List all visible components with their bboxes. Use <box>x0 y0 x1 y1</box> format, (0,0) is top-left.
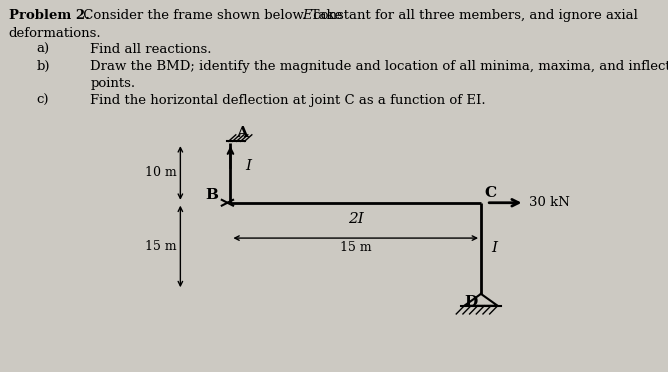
Text: I: I <box>491 241 497 255</box>
Text: A: A <box>236 126 248 140</box>
Text: 15 m: 15 m <box>146 240 177 253</box>
Text: Consider the frame shown below. Take: Consider the frame shown below. Take <box>79 9 347 22</box>
Text: Problem 2.: Problem 2. <box>9 9 90 22</box>
Text: Find all reactions.: Find all reactions. <box>90 43 212 56</box>
Text: C: C <box>484 186 496 200</box>
Text: constant for all three members, and ignore axial: constant for all three members, and igno… <box>309 9 638 22</box>
Text: Draw the BMD; identify the magnitude and location of all minima, maxima, and inf: Draw the BMD; identify the magnitude and… <box>90 60 668 73</box>
Text: 15 m: 15 m <box>340 241 371 254</box>
Text: 30 kN: 30 kN <box>529 196 570 209</box>
Text: I: I <box>245 158 251 173</box>
Text: b): b) <box>37 60 50 73</box>
Text: B: B <box>205 187 218 202</box>
Text: deformations.: deformations. <box>9 27 102 40</box>
Text: E: E <box>302 9 311 22</box>
Text: 10 m: 10 m <box>145 167 177 179</box>
Text: points.: points. <box>90 77 136 90</box>
Text: c): c) <box>37 94 49 107</box>
Text: D: D <box>464 295 478 309</box>
Text: Find the horizontal deflection at joint C as a function of EI.: Find the horizontal deflection at joint … <box>90 94 486 107</box>
Text: a): a) <box>37 43 50 56</box>
Text: 2I: 2I <box>348 212 363 226</box>
